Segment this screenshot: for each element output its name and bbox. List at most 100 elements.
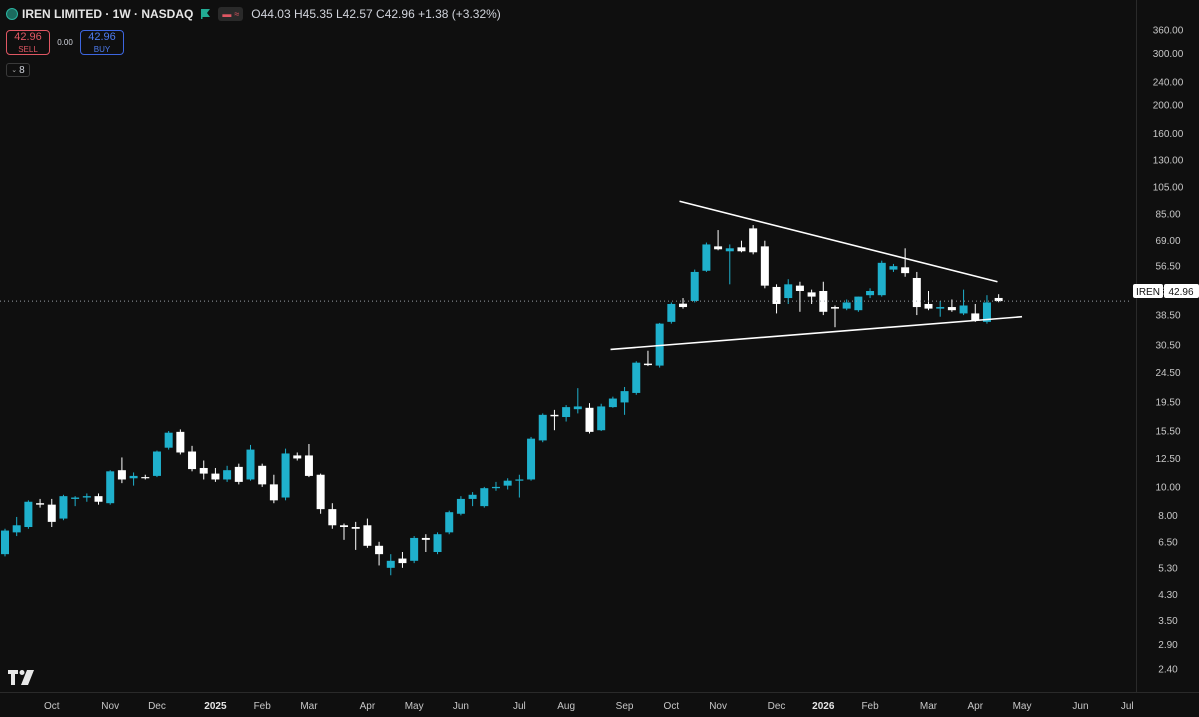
approx-icon: ≈ xyxy=(234,9,240,19)
time-tick-label: Aug xyxy=(557,701,575,712)
candle-body xyxy=(141,477,150,479)
candle-body xyxy=(562,407,571,418)
time-tick-label: Apr xyxy=(360,701,376,712)
time-tick-label: Jul xyxy=(1121,701,1134,712)
price-axis[interactable]: 360.00 300.00 240.00 200.00 160.00 130.00 105.… xyxy=(1136,0,1184,692)
candle-body xyxy=(608,398,617,408)
candle-body xyxy=(199,467,208,474)
candle-body xyxy=(36,503,45,505)
trendlines[interactable] xyxy=(610,200,1023,351)
trade-panel: 42.96 SELL 0.00 42.96 BUY xyxy=(6,30,124,55)
candle-body xyxy=(714,246,723,250)
candle-body xyxy=(947,307,956,311)
price-tick-label: 6.50 xyxy=(1158,537,1178,548)
candle-body xyxy=(573,406,582,410)
candle-body xyxy=(679,303,688,308)
candle-body xyxy=(889,266,898,270)
candle-body xyxy=(316,474,325,510)
time-tick-label: Sep xyxy=(616,701,634,712)
candle-body xyxy=(550,414,559,417)
candle-body xyxy=(398,558,407,564)
time-tick-label: Apr xyxy=(967,701,983,712)
indicators-count: 8 xyxy=(19,64,25,76)
price-tick-label: 300.00 xyxy=(1153,49,1184,60)
symbol-title[interactable]: IREN LIMITED · 1W · NASDAQ xyxy=(22,7,194,21)
price-tick-label: 24.50 xyxy=(1155,368,1180,379)
candle-body xyxy=(304,455,313,476)
candle-body xyxy=(772,286,781,304)
candle-body xyxy=(667,303,676,322)
candle-body xyxy=(456,498,465,514)
candle-body xyxy=(866,291,875,296)
candle-body xyxy=(468,494,477,499)
price-tick-label: 5.30 xyxy=(1158,563,1178,574)
price-tick-label: 4.30 xyxy=(1158,590,1178,601)
candle-body xyxy=(223,470,232,480)
time-tick-label: Jul xyxy=(513,701,526,712)
candle-body xyxy=(854,296,863,311)
candle-body xyxy=(152,451,161,476)
time-axis[interactable]: Oct Nov Dec 2025 Feb Mar Apr May Jun Jul Aug Sep Oct… xyxy=(0,692,1199,713)
time-tick-label: Nov xyxy=(101,701,119,712)
price-tag-symbol-bg xyxy=(1133,284,1163,298)
chart-legend: IREN LIMITED · 1W · NASDAQ ▬ ≈ O44.03 H4… xyxy=(6,7,501,21)
time-tick-label: Dec xyxy=(148,701,166,712)
price-tick-label: 30.50 xyxy=(1155,340,1180,351)
candle-body xyxy=(293,455,302,459)
price-tick-label: 3.50 xyxy=(1158,616,1178,627)
indicators-toggle-button[interactable]: ⌄ 8 xyxy=(6,63,30,77)
candle-body xyxy=(480,488,489,507)
candle-body xyxy=(94,496,103,502)
trendline[interactable] xyxy=(610,315,1023,351)
time-tick-label: Feb xyxy=(254,701,272,712)
candle-body xyxy=(760,246,769,286)
buy-price: 42.96 xyxy=(88,31,116,43)
candle-body xyxy=(433,534,442,553)
candle-body xyxy=(515,479,524,481)
candle-body xyxy=(410,537,419,561)
candle-body xyxy=(971,313,980,321)
price-tick-label: 85.00 xyxy=(1155,210,1180,221)
candle-body xyxy=(749,228,758,253)
sell-price: 42.96 xyxy=(14,31,42,43)
price-tick-label: 2.40 xyxy=(1158,664,1178,675)
candle-body xyxy=(702,244,711,271)
candle-body xyxy=(82,496,91,498)
candle-body xyxy=(503,480,512,486)
price-tick-label: 160.00 xyxy=(1153,129,1184,140)
time-tick-label: Oct xyxy=(664,701,680,712)
candle-body xyxy=(994,297,1003,302)
candle-body xyxy=(842,302,851,309)
buy-button[interactable]: 42.96 BUY xyxy=(80,30,124,55)
time-tick-label: Mar xyxy=(920,701,938,712)
candle-body xyxy=(246,449,255,480)
time-tick-label: Jun xyxy=(453,701,469,712)
tradingview-logo-icon[interactable] xyxy=(8,670,34,685)
candle-body xyxy=(24,501,33,528)
candle-body xyxy=(281,453,290,498)
visibility-toggle-button[interactable]: ▬ ≈ xyxy=(218,7,244,21)
candle-body xyxy=(258,465,267,485)
candle-body xyxy=(527,438,536,480)
candle-body xyxy=(643,363,652,366)
trendline[interactable] xyxy=(679,200,998,283)
candle-body xyxy=(12,525,21,533)
candle-body xyxy=(129,475,138,479)
price-tick-label: 8.00 xyxy=(1158,511,1178,522)
time-tick-label: Jun xyxy=(1072,701,1088,712)
price-tick-label: 15.50 xyxy=(1155,427,1180,438)
price-tick-label: 130.00 xyxy=(1153,155,1184,166)
price-tag: IREN 42.96 xyxy=(1133,284,1199,298)
price-tick-label: 12.50 xyxy=(1155,454,1180,465)
sell-button[interactable]: 42.96 SELL xyxy=(6,30,50,55)
candle-body xyxy=(363,525,372,546)
candle-body xyxy=(176,431,185,453)
flag-icon[interactable] xyxy=(201,9,211,19)
candle-body xyxy=(982,302,991,322)
candle-body xyxy=(819,291,828,312)
candles xyxy=(1,225,1003,576)
candle-body xyxy=(328,509,337,526)
candle-body xyxy=(830,307,839,309)
